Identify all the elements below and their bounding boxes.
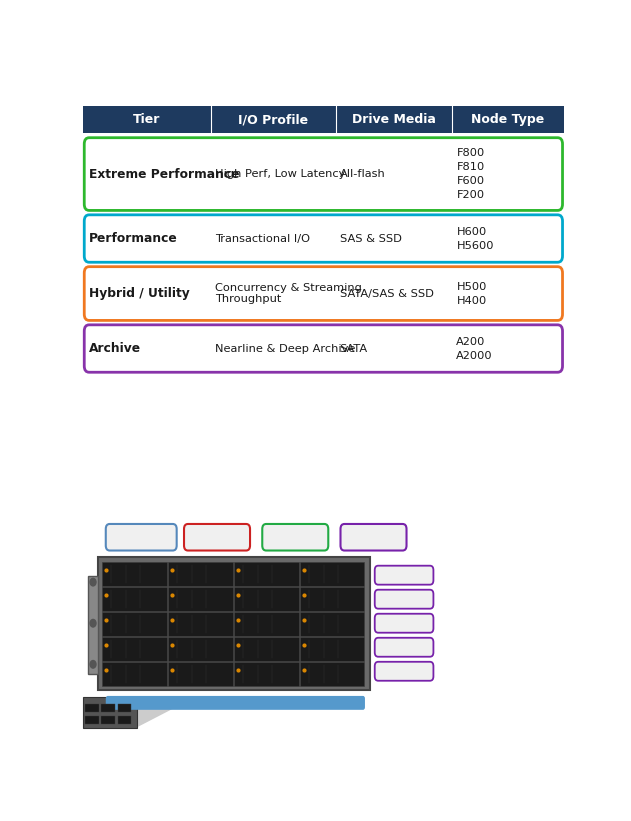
Polygon shape — [136, 697, 195, 727]
FancyBboxPatch shape — [375, 638, 433, 657]
Circle shape — [90, 661, 96, 668]
Text: Performance: Performance — [88, 232, 177, 245]
FancyBboxPatch shape — [102, 562, 167, 585]
FancyBboxPatch shape — [375, 614, 433, 633]
FancyBboxPatch shape — [375, 662, 433, 681]
FancyBboxPatch shape — [184, 524, 250, 551]
Circle shape — [90, 578, 96, 586]
Text: H600
H5600: H600 H5600 — [456, 227, 494, 250]
FancyBboxPatch shape — [102, 637, 167, 661]
Text: Hybrid / Utility: Hybrid / Utility — [88, 287, 189, 300]
Text: SATA: SATA — [339, 343, 368, 354]
FancyBboxPatch shape — [102, 662, 167, 686]
FancyBboxPatch shape — [168, 662, 233, 686]
FancyBboxPatch shape — [300, 637, 365, 661]
Text: F800
F810
F600
F200: F800 F810 F600 F200 — [456, 148, 485, 200]
FancyBboxPatch shape — [117, 716, 131, 724]
FancyBboxPatch shape — [85, 138, 562, 210]
FancyBboxPatch shape — [300, 612, 365, 635]
FancyBboxPatch shape — [234, 662, 298, 686]
FancyBboxPatch shape — [300, 662, 365, 686]
FancyBboxPatch shape — [83, 106, 564, 133]
Text: SAS & SSD: SAS & SSD — [339, 233, 401, 244]
FancyBboxPatch shape — [83, 697, 136, 727]
Circle shape — [90, 619, 96, 627]
Text: All-flash: All-flash — [339, 169, 386, 179]
FancyBboxPatch shape — [98, 557, 370, 690]
FancyBboxPatch shape — [375, 589, 433, 608]
FancyBboxPatch shape — [375, 566, 433, 585]
FancyBboxPatch shape — [85, 215, 562, 262]
Text: Extreme Performance: Extreme Performance — [88, 167, 239, 181]
FancyBboxPatch shape — [234, 562, 298, 585]
FancyBboxPatch shape — [168, 562, 233, 585]
FancyBboxPatch shape — [102, 704, 115, 713]
FancyBboxPatch shape — [85, 704, 99, 713]
FancyBboxPatch shape — [168, 612, 233, 635]
Text: SATA/SAS & SSD: SATA/SAS & SSD — [339, 288, 433, 299]
FancyBboxPatch shape — [85, 716, 99, 724]
FancyBboxPatch shape — [117, 704, 131, 713]
FancyBboxPatch shape — [234, 587, 298, 611]
FancyBboxPatch shape — [85, 325, 562, 372]
FancyBboxPatch shape — [88, 576, 98, 674]
FancyBboxPatch shape — [300, 587, 365, 611]
FancyBboxPatch shape — [234, 612, 298, 635]
FancyBboxPatch shape — [85, 267, 562, 320]
FancyBboxPatch shape — [106, 524, 177, 551]
FancyBboxPatch shape — [168, 587, 233, 611]
Text: Drive Media: Drive Media — [351, 113, 435, 126]
Text: I/O Profile: I/O Profile — [238, 113, 309, 126]
Text: Tier: Tier — [133, 113, 160, 126]
Text: Archive: Archive — [88, 342, 141, 355]
FancyBboxPatch shape — [102, 612, 167, 635]
Text: Concurrency & Streaming
Throughput: Concurrency & Streaming Throughput — [215, 282, 362, 305]
Text: H500
H400: H500 H400 — [456, 282, 487, 305]
FancyBboxPatch shape — [341, 524, 406, 551]
FancyBboxPatch shape — [102, 587, 167, 611]
FancyBboxPatch shape — [234, 637, 298, 661]
Text: Nearline & Deep Archive: Nearline & Deep Archive — [215, 343, 355, 354]
Text: A200
A2000: A200 A2000 — [456, 337, 493, 360]
FancyBboxPatch shape — [106, 696, 365, 710]
FancyBboxPatch shape — [168, 637, 233, 661]
FancyBboxPatch shape — [300, 562, 365, 585]
FancyBboxPatch shape — [102, 716, 115, 724]
FancyBboxPatch shape — [262, 524, 328, 551]
Text: Node Type: Node Type — [471, 113, 544, 126]
Text: Transactional I/O: Transactional I/O — [215, 233, 310, 244]
Text: High Perf, Low Latency: High Perf, Low Latency — [215, 169, 345, 179]
